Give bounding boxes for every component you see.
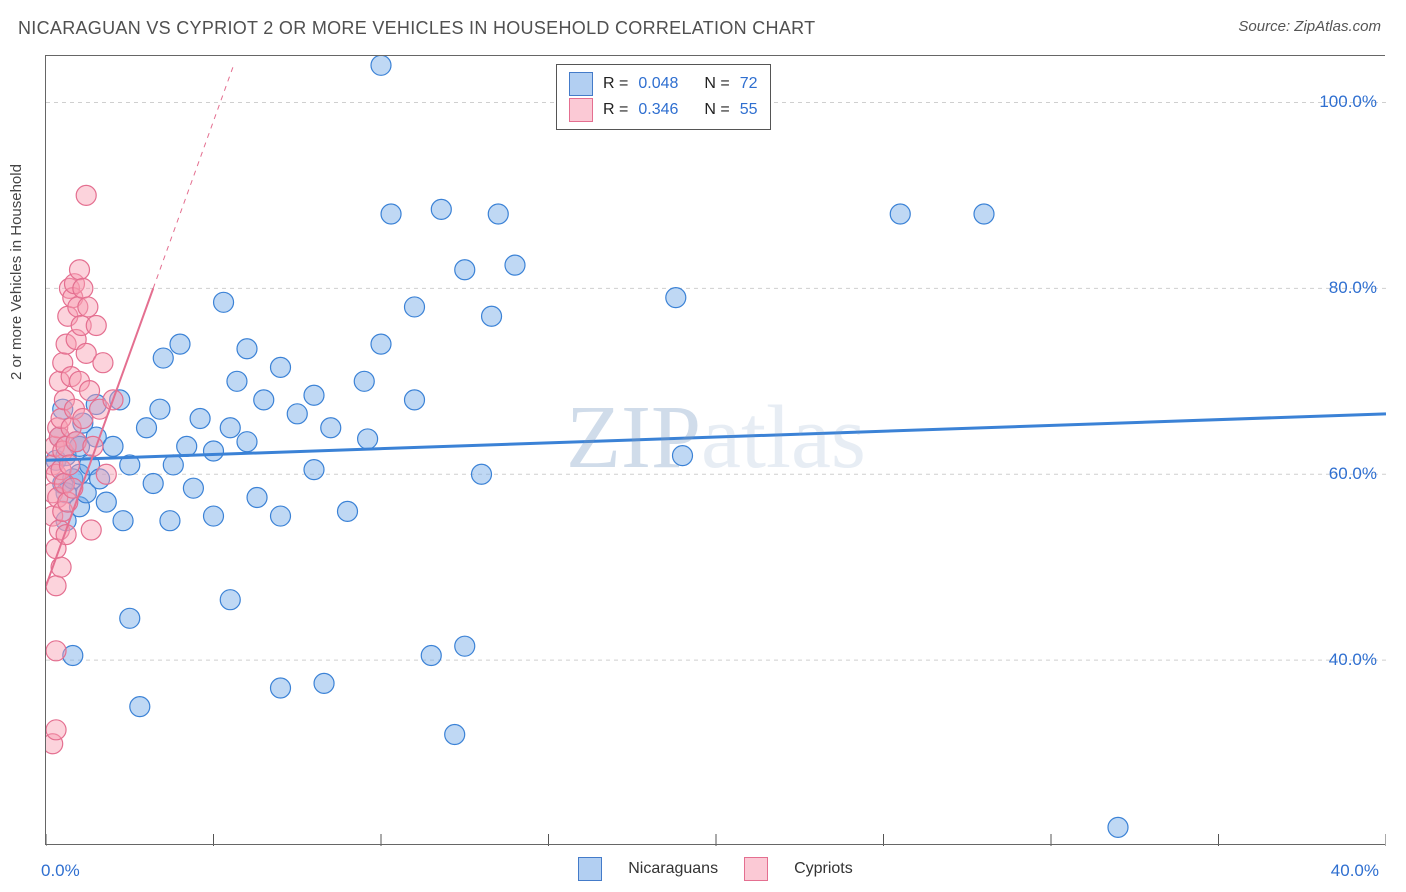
- n-label: N =: [704, 101, 729, 119]
- series-legend: Nicaraguans Cypriots: [46, 857, 1385, 881]
- r-value: 0.346: [638, 101, 678, 119]
- chart-title: NICARAGUAN VS CYPRIOT 2 OR MORE VEHICLES…: [18, 18, 815, 39]
- swatch-blue-icon: [578, 857, 602, 881]
- r-value: 0.048: [638, 75, 678, 93]
- legend-label: Nicaraguans: [628, 860, 718, 878]
- stats-legend: R = 0.048 N = 72 R = 0.346 N = 55: [556, 64, 771, 130]
- x-axis-line: [46, 844, 1385, 845]
- source-prefix: Source:: [1238, 18, 1294, 35]
- swatch-pink-icon: [569, 98, 593, 122]
- source-credit: Source: ZipAtlas.com: [1238, 18, 1381, 35]
- legend-label: Cypriots: [794, 860, 853, 878]
- y-axis-label: 2 or more Vehicles in Household: [8, 164, 25, 380]
- r-label: R =: [603, 101, 628, 119]
- n-value: 55: [740, 101, 758, 119]
- stats-legend-row: R = 0.048 N = 72: [569, 71, 758, 97]
- y-tick-label: 60.0%: [1329, 464, 1377, 484]
- swatch-blue-icon: [569, 72, 593, 96]
- y-tick-label: 80.0%: [1329, 278, 1377, 298]
- source-name: ZipAtlas.com: [1294, 18, 1381, 35]
- n-label: N =: [704, 75, 729, 93]
- stats-legend-row: R = 0.346 N = 55: [569, 97, 758, 123]
- y-tick-label: 40.0%: [1329, 650, 1377, 670]
- r-label: R =: [603, 75, 628, 93]
- scatter-svg: [46, 56, 1386, 846]
- y-tick-label: 100.0%: [1319, 92, 1377, 112]
- swatch-pink-icon: [744, 857, 768, 881]
- chart-header: NICARAGUAN VS CYPRIOT 2 OR MORE VEHICLES…: [0, 0, 1406, 45]
- n-value: 72: [740, 75, 758, 93]
- plot-area: ZIPatlas R = 0.048 N = 72 R = 0.346 N = …: [45, 55, 1385, 845]
